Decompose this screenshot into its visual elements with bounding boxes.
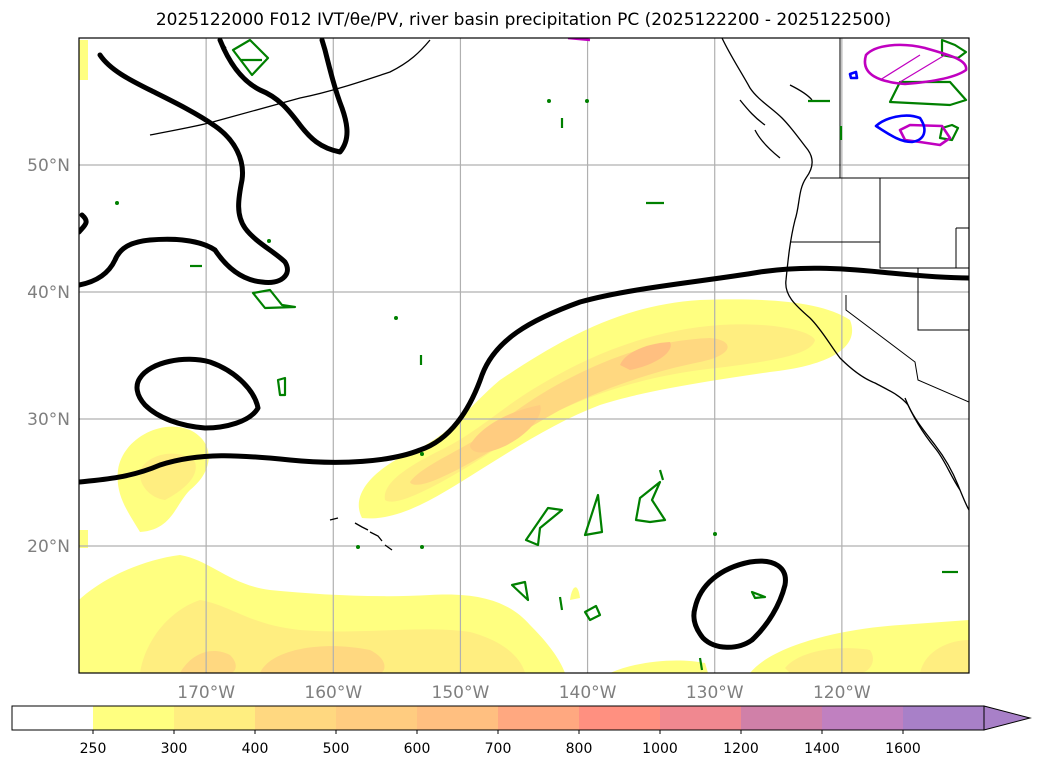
lat-tick-label: 30°N [27,410,70,430]
colorbar-segment [741,706,823,730]
ivt-south-band [79,555,969,673]
map-title: 2025122000 F012 IVT/θe/PV, river basin p… [155,10,892,30]
lon-tick-label: 160°W [304,683,362,703]
colorbar-segment [660,706,742,730]
colorbar: 250 300 400 500 600 700 800 1000 1200 1400 1600 [11,705,1032,757]
lon-tick-label: 130°W [686,683,744,703]
latitude-tick-labels: 20°N 30°N 40°N 50°N [27,156,70,557]
river-basins [567,38,968,147]
colorbar-tick-label: 500 [323,741,350,757]
colorbar-tick-label: 1000 [642,741,678,757]
colorbar-tick-label: 800 [566,741,593,757]
colorbar-segment [822,706,904,730]
colorbar-tick-label: 1400 [804,741,840,757]
lat-tick-label: 40°N [27,283,70,303]
colorbar-segment [417,706,499,730]
gridlines [79,38,969,673]
colorbar-tick-label: 1200 [723,741,759,757]
colorbar-tick-label: 300 [161,741,188,757]
colorbar-tick-label: 250 [80,741,107,757]
lon-tick-label: 120°W [813,683,871,703]
lat-tick-label: 50°N [27,156,70,176]
theta-e-dots [115,99,717,549]
lon-tick-label: 150°W [432,683,490,703]
ivt-atmospheric-river [358,299,853,519]
ivt-shade-300 [384,324,815,502]
colorbar-tick-label: 400 [242,741,269,757]
colorbar-segment [93,706,175,730]
lon-tick-label: 140°W [559,683,617,703]
ivt-shade-500 [620,342,671,370]
colorbar-segment [903,706,985,730]
colorbar-segment [255,706,337,730]
colorbar-segment [336,706,418,730]
lat-tick-label: 20°N [27,537,70,557]
lon-tick-label: 170°W [177,683,235,703]
political-borders [790,38,969,403]
map-frame [78,37,970,674]
pv-contours [79,38,969,650]
coastlines [149,38,969,551]
theta-e-contours [190,38,968,671]
colorbar-tick-label: 600 [404,741,431,757]
colorbar-segment [498,706,580,730]
colorbar-tick-label: 1600 [885,741,921,757]
colorbar-segment [579,706,661,730]
colorbar-segment [174,706,256,730]
longitude-tick-labels: 170°W 160°W 150°W 140°W 130°W 120°W [177,683,871,703]
colorbar-extend-arrow [983,705,1032,731]
colorbar-tick-label: 700 [485,741,512,757]
ivt-shade-400b [470,405,541,453]
colorbar-segment [12,706,94,730]
